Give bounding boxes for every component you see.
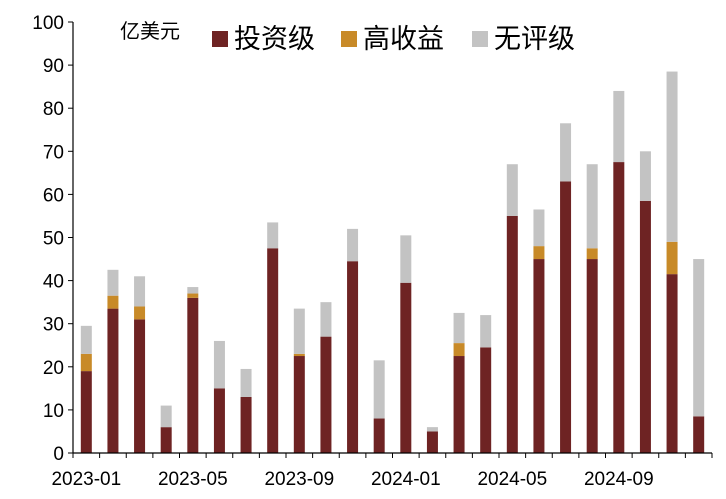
bar-segment-2 bbox=[533, 246, 545, 260]
bar-segment-1 bbox=[533, 259, 545, 453]
y-axis-ticks: 0 10 20 30 40 50 60 70 80 90 100 bbox=[32, 13, 73, 465]
legend-swatch bbox=[212, 31, 228, 47]
bar-segment-3 bbox=[187, 287, 199, 294]
bar-segment-3 bbox=[506, 164, 518, 216]
bar-segment-2 bbox=[293, 353, 305, 357]
y-tick-label: 70 bbox=[43, 142, 64, 163]
bar-segment-3 bbox=[347, 228, 359, 262]
y-tick-label: 20 bbox=[43, 358, 64, 379]
bar-segment-2 bbox=[107, 295, 119, 309]
x-tick-label: 2023-09 bbox=[264, 469, 334, 490]
bar-segment-3 bbox=[160, 405, 172, 428]
y-tick-label: 50 bbox=[43, 229, 64, 250]
legend-swatch bbox=[341, 31, 357, 47]
bar-segment-3 bbox=[320, 302, 332, 337]
bar-segment-1 bbox=[134, 319, 146, 453]
bar-segment-1 bbox=[267, 248, 279, 453]
bar-segment-3 bbox=[400, 235, 412, 283]
bar-segment-1 bbox=[160, 427, 172, 453]
y-tick-label: 60 bbox=[43, 185, 64, 206]
bar-segment-1 bbox=[240, 396, 252, 453]
bar-segment-1 bbox=[347, 261, 359, 453]
bar-segment-3 bbox=[586, 164, 598, 249]
bar-segment-2 bbox=[586, 248, 598, 260]
y-tick-label: 10 bbox=[43, 401, 64, 422]
bar-segment-3 bbox=[693, 259, 705, 417]
y-tick-label: 40 bbox=[43, 272, 64, 293]
bar-segment-1 bbox=[453, 356, 465, 453]
bar-segment-1 bbox=[373, 418, 385, 453]
bar-segment-1 bbox=[213, 388, 225, 453]
x-tick-label: 2024-01 bbox=[371, 469, 441, 490]
unit-label: 亿美元 bbox=[120, 19, 180, 43]
bar-segment-1 bbox=[613, 162, 625, 453]
x-tick-label: 2023-01 bbox=[51, 469, 121, 490]
bar-segment-1 bbox=[400, 282, 412, 453]
bar-segment-1 bbox=[187, 297, 199, 453]
bar-segment-1 bbox=[80, 371, 92, 453]
bar-segment-1 bbox=[506, 215, 518, 453]
legend-swatch bbox=[472, 31, 488, 47]
bar-segment-1 bbox=[586, 259, 598, 453]
bar-segment-3 bbox=[639, 151, 651, 201]
x-axis-ticks: 2023-01 2023-05 2023-09 2024-01 2024-05 2024-… bbox=[51, 453, 713, 490]
bar-segment-3 bbox=[373, 360, 385, 419]
bar-segment-1 bbox=[639, 200, 651, 453]
bar-segment-1 bbox=[666, 274, 678, 453]
x-tick-label: 2023-05 bbox=[158, 469, 228, 490]
bar-segment-3 bbox=[80, 325, 92, 354]
y-tick-label: 100 bbox=[32, 13, 64, 34]
bar-segment-1 bbox=[293, 356, 305, 453]
bar-segment-3 bbox=[213, 340, 225, 389]
x-tick-label: 2024-09 bbox=[584, 469, 654, 490]
bar-segment-3 bbox=[134, 276, 146, 307]
legend-label: 无评级 bbox=[494, 24, 575, 55]
bar-segment-1 bbox=[560, 181, 572, 453]
bar-segment-2 bbox=[453, 343, 465, 357]
y-tick-label: 0 bbox=[53, 444, 64, 465]
y-tick-label: 30 bbox=[43, 315, 64, 336]
bar-segment-3 bbox=[613, 90, 625, 163]
legend-label: 高收益 bbox=[363, 24, 444, 55]
bar-segment-3 bbox=[240, 368, 252, 397]
legend-label: 投资级 bbox=[234, 24, 315, 55]
bar-segment-2 bbox=[666, 241, 678, 275]
legend: 投资级 高收益 无评级 bbox=[212, 24, 575, 55]
bar-group bbox=[80, 71, 705, 453]
y-tick-label: 90 bbox=[43, 56, 64, 77]
bar-segment-2 bbox=[134, 306, 146, 320]
bar-segment-1 bbox=[320, 336, 332, 453]
bar-segment-1 bbox=[693, 416, 705, 453]
bar-segment-3 bbox=[426, 427, 438, 432]
bar-segment-2 bbox=[80, 353, 92, 372]
bar-segment-3 bbox=[560, 123, 572, 182]
bar-segment-1 bbox=[480, 347, 492, 453]
bar-segment-3 bbox=[480, 315, 492, 348]
bar-segment-3 bbox=[267, 222, 279, 249]
x-tick-label: 2024-05 bbox=[477, 469, 547, 490]
bar-segment-3 bbox=[453, 312, 465, 344]
bar-segment-1 bbox=[426, 431, 438, 453]
bar-segment-3 bbox=[293, 308, 305, 354]
bar-segment-3 bbox=[533, 209, 545, 247]
bar-segment-3 bbox=[666, 71, 678, 242]
bar-segment-1 bbox=[107, 308, 119, 453]
bar-segment-2 bbox=[187, 293, 199, 298]
y-tick-label: 80 bbox=[43, 99, 64, 120]
bar-segment-3 bbox=[107, 269, 119, 296]
